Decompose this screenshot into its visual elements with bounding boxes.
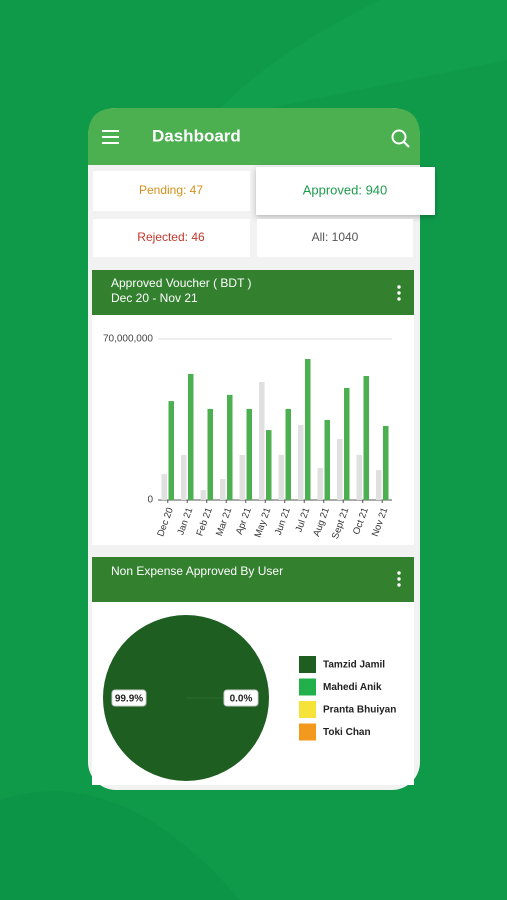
data-label: 0.0% — [230, 694, 253, 705]
bar — [181, 454, 187, 500]
bar — [298, 425, 304, 500]
stat-all: All: 1040 — [312, 230, 359, 244]
bar — [344, 387, 350, 500]
bar — [383, 425, 389, 500]
search-icon[interactable] — [391, 129, 410, 148]
stat-card[interactable] — [93, 171, 250, 211]
bar — [337, 439, 343, 500]
stat-approved: Approved: 940 — [303, 182, 388, 197]
bar — [363, 376, 369, 500]
stat-card[interactable] — [93, 219, 250, 257]
stat-pending: Pending: 47 — [139, 183, 203, 197]
legend-label: Mahedi Anik — [323, 682, 382, 693]
bar — [227, 394, 233, 500]
bar — [317, 468, 323, 500]
menu-icon[interactable] — [102, 130, 119, 144]
bar — [207, 408, 213, 500]
search-circle — [391, 129, 407, 145]
pie-menu[interactable] — [397, 571, 401, 587]
bar — [220, 479, 226, 500]
menu-line — [102, 130, 119, 132]
stat-card[interactable] — [256, 167, 435, 215]
bar — [239, 454, 245, 500]
legend-swatch — [299, 678, 316, 696]
legend-swatch — [299, 701, 316, 718]
pie-title: Non Expense Approved By User — [111, 564, 283, 578]
dot — [397, 571, 401, 575]
dot — [397, 291, 401, 295]
stat-rejected: Rejected: 46 — [137, 230, 205, 244]
legend-label: Toki Chan — [323, 727, 371, 738]
decor — [210, 0, 507, 120]
y-tick-label: 70,000,000 — [103, 334, 153, 345]
y-tick-label: 0 — [147, 495, 153, 506]
bar — [324, 419, 330, 500]
legend-label: Pranta Bhuiyan — [323, 705, 396, 716]
menu-line — [102, 136, 119, 138]
menu-line — [102, 142, 119, 144]
legend-swatch — [299, 723, 316, 741]
bar-title: Approved Voucher ( BDT ) — [111, 276, 252, 290]
bar-subtitle: Dec 20 - Nov 21 — [111, 291, 198, 305]
label-box — [223, 689, 259, 707]
label-box — [111, 689, 147, 707]
bar — [266, 430, 272, 500]
bar — [259, 382, 265, 500]
bar — [356, 454, 362, 500]
app-title: Dashboard — [152, 126, 241, 145]
bar — [278, 454, 284, 500]
dot — [397, 285, 401, 289]
search-handle — [403, 141, 410, 148]
bar-menu[interactable] — [397, 285, 401, 301]
dot — [397, 583, 401, 587]
bar — [200, 490, 206, 500]
bar-panel-header — [92, 270, 414, 315]
pie-panel-header — [92, 557, 414, 602]
bar — [376, 470, 382, 500]
bar — [161, 474, 167, 500]
bar — [305, 359, 311, 500]
dot — [397, 577, 401, 581]
stat-card[interactable] — [257, 219, 413, 257]
app-bar — [88, 108, 420, 165]
bar — [285, 408, 291, 500]
dot — [397, 297, 401, 301]
decor — [0, 791, 240, 900]
bar — [246, 408, 252, 500]
bar — [168, 401, 174, 500]
data-label: 99.9% — [115, 694, 143, 705]
legend-swatch — [299, 656, 316, 673]
legend-label: Tamzid Jamil — [323, 660, 385, 671]
bar — [188, 373, 194, 500]
